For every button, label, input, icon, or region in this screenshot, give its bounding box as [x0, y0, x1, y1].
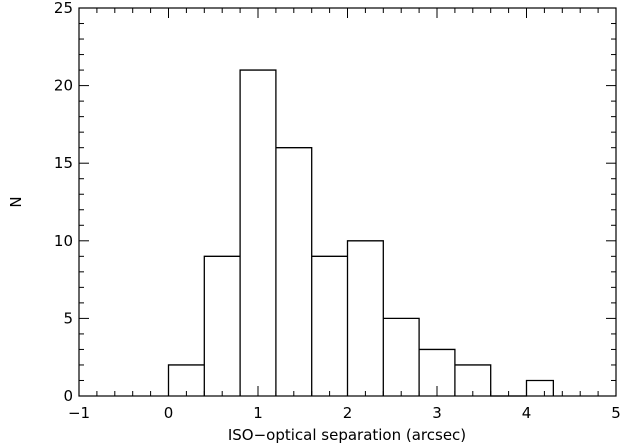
x-tick-label: 2 [343, 404, 353, 422]
y-tick-label: 5 [63, 309, 73, 327]
x-tick-label: 1 [253, 404, 263, 422]
histogram-bin [169, 365, 205, 396]
histogram-bin [312, 256, 348, 396]
y-tick-label: 20 [54, 77, 73, 95]
y-axis-label: N [7, 196, 25, 207]
y-tick-label: 25 [54, 0, 73, 17]
x-axis-label: ISO−optical separation (arcsec) [228, 426, 466, 444]
x-tick-label: 0 [164, 404, 174, 422]
y-tick-label: 0 [63, 387, 73, 405]
histogram-bin [348, 241, 384, 396]
x-tick-label: 4 [522, 404, 532, 422]
x-tick-label: −1 [68, 404, 90, 422]
x-tick-label: 3 [432, 404, 442, 422]
y-tick-label: 15 [54, 154, 73, 172]
histogram-bin [455, 365, 491, 396]
x-tick-label: 5 [611, 404, 621, 422]
histogram-bin [240, 70, 276, 396]
histogram-bin [419, 349, 455, 396]
histogram-bin [527, 380, 554, 396]
histogram-bin [276, 148, 312, 396]
axis-ticks [78, 7, 617, 397]
y-tick-label: 10 [54, 232, 73, 250]
histogram-bin [383, 318, 419, 396]
histogram-outline [167, 69, 554, 397]
histogram-bins [169, 70, 554, 396]
histogram-bin [204, 256, 240, 396]
